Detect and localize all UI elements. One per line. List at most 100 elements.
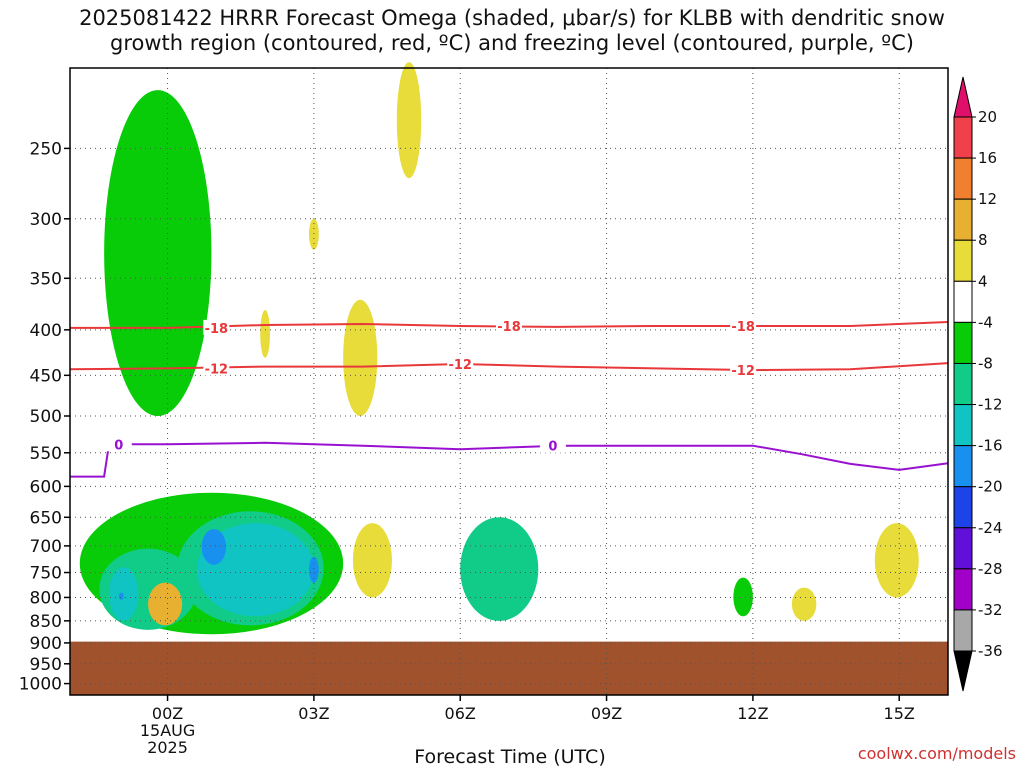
colorbar-label-2: 12 — [978, 190, 997, 208]
colorbar-label-4: 4 — [978, 272, 988, 290]
omega-peak-11 — [148, 582, 183, 626]
y-tick-label-800: 800 — [30, 588, 62, 608]
omega-area-10 — [352, 523, 392, 598]
omega-area-9 — [343, 299, 378, 416]
y-tick-label-1000: 1000 — [19, 675, 62, 695]
y-tick-label-250: 250 — [30, 139, 62, 159]
contour-label-4: -12 — [448, 358, 472, 373]
y-tick-label-300: 300 — [30, 210, 62, 230]
colorbar-label-12: -32 — [978, 601, 1003, 619]
colorbar-bin-9 — [953, 486, 973, 529]
colorbar-bin-6 — [953, 362, 973, 406]
chart-title-line2: growth region (contoured, red, ºC) and f… — [110, 31, 914, 55]
omega-shaded-areas — [79, 62, 919, 635]
x-axis-label: Forecast Time (UTC) — [414, 746, 606, 768]
colorbar-bin-5 — [953, 321, 973, 364]
contour-label-0: -18 — [205, 322, 229, 337]
omega-area-7 — [309, 218, 319, 250]
colorbar-label-1: 16 — [978, 149, 997, 167]
colorbar-bin-4 — [953, 280, 973, 323]
colorbar-bin-3 — [953, 239, 973, 282]
omega-area-13 — [874, 523, 919, 598]
colorbar-bottom-extend — [953, 650, 973, 692]
plot-border — [69, 67, 949, 696]
y-tick-label-650: 650 — [30, 508, 62, 528]
contour-label-2: -18 — [731, 320, 755, 335]
y-tick-label-900: 900 — [30, 634, 62, 654]
colorbar-bin-12 — [953, 609, 973, 652]
colorbar-label-10: -24 — [978, 519, 1003, 537]
ground-layer — [70, 641, 948, 695]
y-tick-label-350: 350 — [30, 269, 62, 289]
y-tick-label-550: 550 — [30, 444, 62, 464]
x-tick-label-06Z: 06Z — [445, 704, 476, 723]
omega-area-4 — [460, 517, 539, 621]
colorbar-label-6: -8 — [978, 354, 993, 372]
y-tick-label-600: 600 — [30, 477, 62, 497]
contour-label-bg-5 — [730, 362, 757, 378]
omega-core-2 — [109, 567, 139, 621]
x-tick-label-15Z: 15Z — [884, 704, 915, 723]
y-tick-label-450: 450 — [30, 366, 62, 386]
colorbar-top-extend — [953, 76, 973, 118]
contour-label-bg-4 — [447, 356, 474, 372]
omega-area-6 — [396, 62, 422, 179]
x-tick-date: 15AUG — [140, 721, 195, 740]
omega-core-5 — [309, 556, 319, 583]
contour-label-5: -12 — [731, 364, 755, 379]
colorbar-label-13: -36 — [978, 642, 1003, 660]
plot-frame — [69, 67, 949, 696]
omega-area-12 — [791, 587, 817, 621]
colorbar-bin-1 — [953, 157, 973, 200]
colorbar-label-11: -28 — [978, 560, 1003, 578]
omega-area-0 — [104, 90, 212, 416]
omega-area-5 — [733, 577, 753, 617]
contour-label-bg-1 — [496, 317, 522, 333]
omega-peak-3 — [118, 592, 124, 600]
y-tick-label-750: 750 — [30, 564, 62, 584]
colorbar-bin-0 — [953, 116, 973, 159]
ground-fill — [70, 641, 948, 695]
chart-title: 2025081422 HRRR Forecast Omega (shaded, … — [0, 6, 1024, 56]
contour-label-bg-0 — [203, 319, 230, 335]
contour-label-bg-6 — [105, 436, 132, 452]
chart-title-line1: 2025081422 HRRR Forecast Omega (shaded, … — [79, 6, 945, 30]
x-tick-label-12Z: 12Z — [737, 704, 768, 723]
x-tick-label-00Z: 00Z — [152, 704, 183, 723]
omega-area-8 — [260, 310, 270, 358]
colorbar-label-9: -20 — [978, 478, 1003, 496]
y-tick-label-950: 950 — [30, 655, 62, 675]
colorbar: 20 16 12 8 4 -4 -8 -12 -16 -20 -24 -28 -32 -36 — [953, 76, 1003, 692]
contour-labels: -18 -18 -18 -12 -12 -12 0 0 — [105, 317, 757, 455]
contour-label-3: -12 — [205, 362, 229, 377]
colorbar-label-3: 8 — [978, 231, 988, 249]
contour-label-6: 0 — [114, 438, 123, 453]
colorbar-label-5: -4 — [978, 313, 993, 331]
colorbar-bin-2 — [953, 198, 973, 241]
x-tick-year: 2025 — [147, 738, 188, 757]
y-tick-label-400: 400 — [30, 321, 62, 341]
colorbar-label-7: -12 — [978, 396, 1003, 414]
x-tick-label-09Z: 09Z — [591, 704, 622, 723]
colorbar-bin-11 — [953, 568, 973, 611]
contour-label-bg-2 — [730, 317, 757, 333]
y-tick-label-850: 850 — [30, 612, 62, 632]
omega-peak-2 — [206, 534, 222, 557]
contour-label-1: -18 — [497, 320, 521, 335]
colorbar-bin-10 — [953, 527, 973, 570]
contour-label-bg-3 — [203, 360, 230, 376]
omega-core-3 — [196, 523, 314, 617]
colorbar-label-8: -16 — [978, 437, 1003, 455]
y-axis-ticks: 2503003504004505005506006507007508008509… — [19, 139, 70, 695]
y-tick-label-700: 700 — [30, 537, 62, 557]
colorbar-bin-8 — [953, 445, 973, 488]
contour-label-7: 0 — [548, 440, 557, 455]
y-tick-label-500: 500 — [30, 407, 62, 427]
colorbar-bin-7 — [953, 404, 973, 447]
colorbar-label-0: 20 — [978, 108, 997, 126]
contour-label-bg-7 — [539, 437, 566, 453]
source-credit: coolwx.com/models — [857, 744, 1016, 763]
x-tick-label-03Z: 03Z — [298, 704, 329, 723]
